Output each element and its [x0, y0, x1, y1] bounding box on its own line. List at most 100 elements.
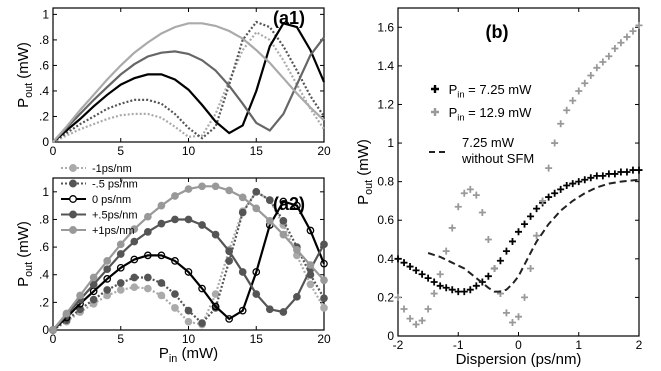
data-point-s0 [472, 282, 480, 290]
data-point-s1 [563, 106, 571, 114]
data-point-s0 [611, 170, 619, 178]
plot-frame [52, 7, 325, 143]
data-point-s4 [184, 185, 193, 193]
data-point-s4 [89, 273, 98, 282]
data-point-s0 [581, 176, 589, 184]
panel-label: (a1) [273, 8, 305, 28]
data-point-s3 [171, 215, 179, 224]
data-point-s0 [406, 263, 414, 271]
data-point-s0 [418, 270, 426, 278]
legend-label-sub: in [457, 90, 464, 100]
data-point-s0 [116, 286, 125, 294]
data-point-s1 [617, 39, 625, 47]
x-tick-label: 2 [636, 338, 643, 352]
x-tick-label: 0 [50, 332, 57, 346]
data-point-s1 [623, 33, 631, 41]
data-point-s1 [424, 305, 432, 313]
series-line-2 [52, 22, 326, 143]
data-point-s2 [157, 251, 166, 260]
data-point-s1 [605, 52, 613, 60]
data-point-s1 [442, 247, 450, 255]
legend-label: -1ps/nm [92, 163, 132, 175]
data-point-s4 [252, 204, 261, 213]
data-point-s3 [279, 308, 288, 316]
data-point-s4 [157, 201, 166, 210]
series-line-0 [52, 190, 325, 331]
y-tick-label: .8 [39, 212, 49, 226]
data-point-s0 [130, 283, 139, 292]
data-point-s4 [306, 261, 315, 269]
x-axis-label-main: P [159, 345, 169, 362]
x-tick-label: -1 [453, 338, 464, 352]
data-point-s1 [478, 209, 486, 217]
data-point-s1 [89, 295, 98, 304]
data-point-s3 [103, 265, 112, 274]
data-point-s4 [198, 182, 206, 191]
y-axis-label: Pout (mW) [15, 42, 35, 108]
data-point-s1 [76, 305, 84, 314]
y-tick-label: 1.4 [377, 59, 394, 73]
data-point-s2 [144, 251, 152, 260]
legend-marker [431, 108, 439, 116]
panel-label: (a2) [273, 194, 305, 214]
series-line-3 [52, 36, 325, 143]
legend-label: Pin = 12.9 mW [449, 105, 533, 123]
data-point-s1 [279, 216, 288, 225]
y-tick-label: 0.6 [377, 213, 394, 227]
data-point-s0 [557, 185, 565, 193]
data-point-s1 [198, 319, 206, 327]
data-point-s4 [211, 182, 220, 191]
legend-marker [69, 195, 77, 203]
data-point-s4 [49, 326, 57, 334]
x-tick-label: 5 [117, 144, 124, 158]
data-point-s2 [211, 302, 220, 311]
data-point-s1 [508, 318, 516, 326]
y-tick-label: .2 [39, 295, 49, 309]
y-axis-label: Pout (mW) [15, 221, 35, 287]
data-point-s2 [225, 315, 233, 323]
data-point-s2 [238, 306, 247, 315]
data-point-s1 [575, 87, 583, 95]
y-axis-label: Pout (mW) [355, 139, 375, 205]
data-point-s1 [533, 232, 541, 240]
data-point-s2 [116, 263, 125, 272]
panel-label: (b) [486, 22, 509, 42]
series-line-0 [52, 30, 325, 143]
legend-label: +1ps/nm [92, 225, 135, 237]
data-point-s4 [238, 193, 247, 202]
panel-b: -2 -1 0 1 2 0 0.2 0.4 0.6 0.8 1 1.2 1.4 1.6 Pout (mW) D… [355, 7, 643, 368]
x-tick-label: 1 [575, 338, 582, 352]
data-point-s1 [130, 273, 139, 282]
x-axis-label-unit: (mW) [177, 345, 218, 362]
series-line-4 [52, 22, 325, 143]
data-point-s0 [593, 172, 601, 180]
data-point-s4 [103, 257, 112, 265]
data-point-s1 [521, 293, 529, 301]
data-point-s0 [521, 220, 529, 228]
data-point-s1 [611, 45, 619, 53]
data-point-s0 [515, 228, 522, 236]
series-line-1 [52, 20, 325, 143]
data-point-s1 [484, 236, 492, 244]
y-tick-label: .8 [39, 33, 49, 47]
y-axis-label-main: P [355, 195, 372, 205]
y-axis-label-unit: (mW) [15, 42, 32, 83]
data-point-s2 [306, 226, 315, 235]
y-tick-label: 0 [42, 135, 49, 149]
data-point-s3 [238, 268, 247, 276]
panel-a1: 0 5 10 15 20 0 .2 .4 .6 .8 1 Pout (mW) (a1) [15, 7, 331, 158]
data-point-s0 [496, 257, 504, 265]
data-point-s1 [184, 306, 193, 315]
data-point-s0 [569, 180, 577, 188]
data-point-s0 [171, 304, 179, 312]
data-point-s0 [184, 317, 193, 326]
data-point-s1 [448, 224, 456, 232]
y-tick-label: 1 [387, 136, 394, 150]
series-line-2 [427, 178, 640, 293]
legend-label: without SFM [461, 151, 534, 166]
x-tick-label: 20 [317, 144, 331, 158]
data-point-s1 [225, 257, 233, 265]
legend-marker [431, 85, 439, 93]
y-axis-label-main: P [15, 277, 32, 287]
